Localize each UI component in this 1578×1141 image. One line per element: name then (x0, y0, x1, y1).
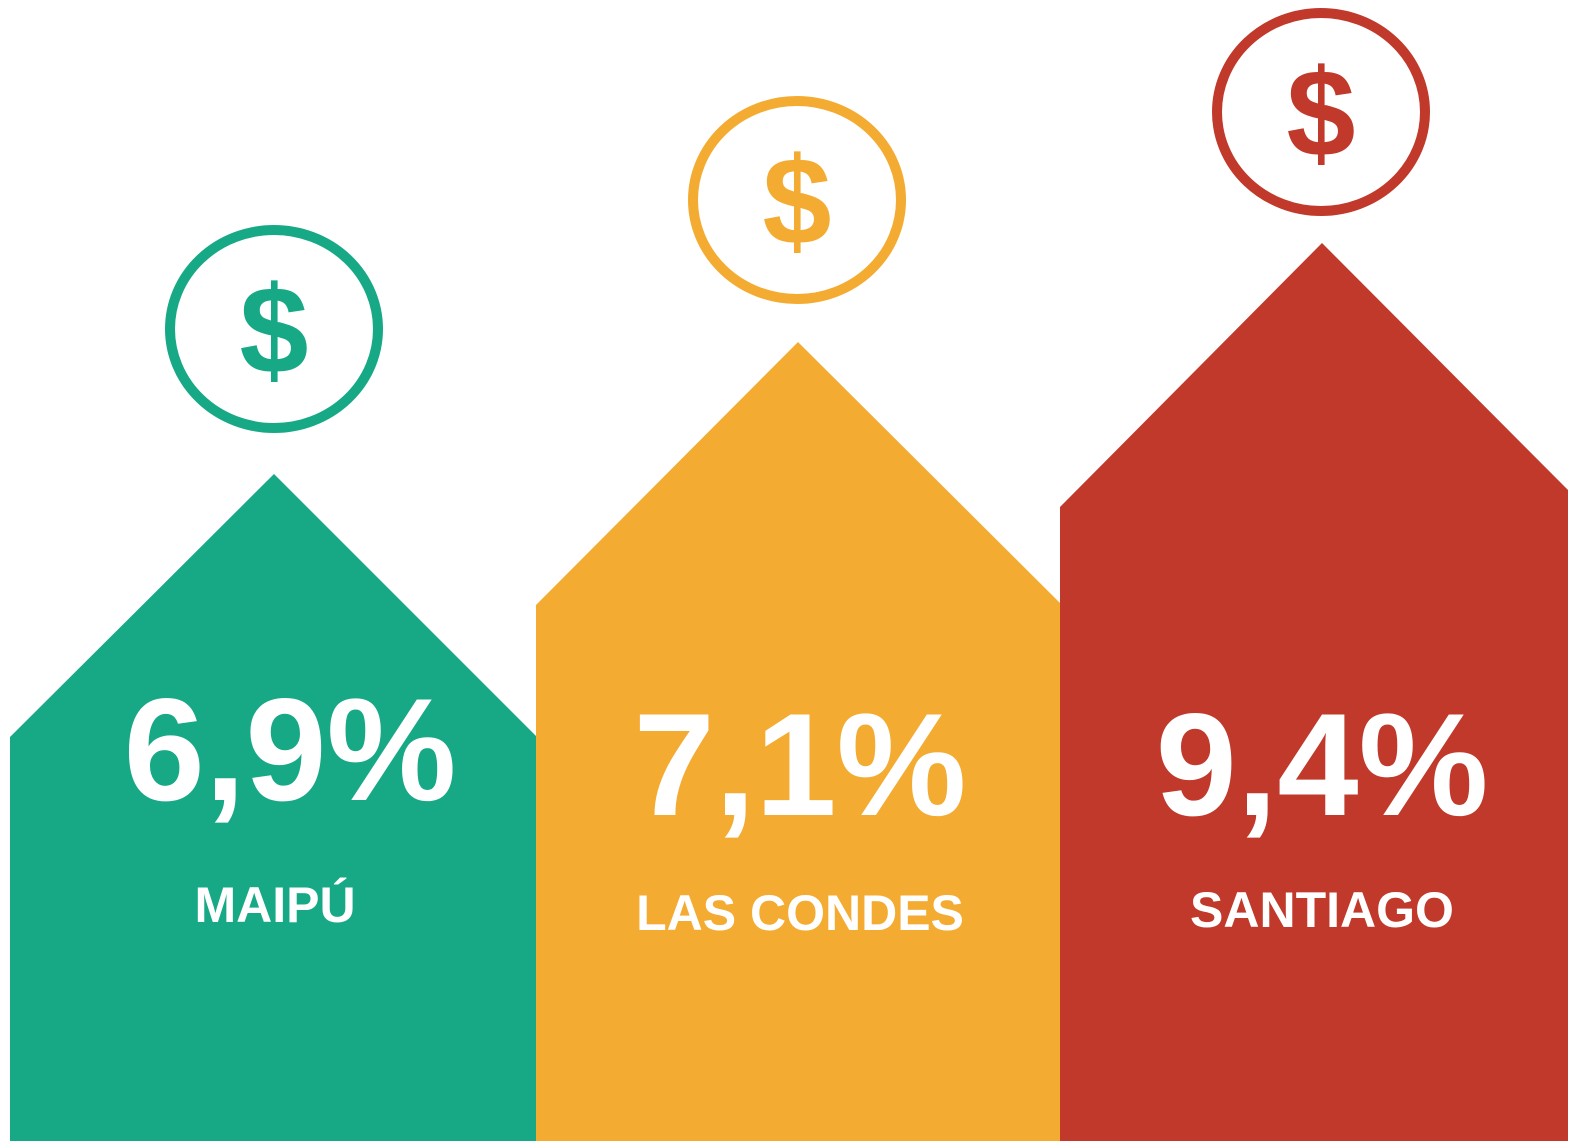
arrow-shape (10, 474, 537, 1141)
percent-value: 9,4% (1156, 683, 1489, 846)
coin-symbol: $ (763, 133, 832, 271)
percent-value: 6,9% (124, 668, 457, 831)
district-name: SANTIAGO (1190, 882, 1454, 938)
coin-circle (1212, 8, 1430, 216)
coin-circle (165, 225, 383, 433)
district-name: LAS CONDES (636, 885, 964, 941)
district-name: MAIPÚ (194, 877, 355, 933)
coin-symbol: $ (240, 262, 309, 400)
arrow-shape (536, 342, 1060, 1141)
coin-circle (688, 96, 906, 304)
coin-symbol: $ (1287, 45, 1356, 183)
arrow-shape (1060, 243, 1568, 1141)
percent-value: 7,1% (634, 683, 967, 846)
